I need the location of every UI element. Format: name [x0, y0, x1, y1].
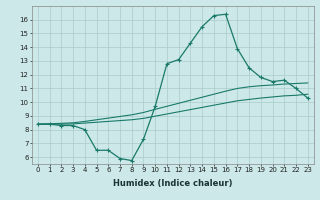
- X-axis label: Humidex (Indice chaleur): Humidex (Indice chaleur): [113, 179, 233, 188]
